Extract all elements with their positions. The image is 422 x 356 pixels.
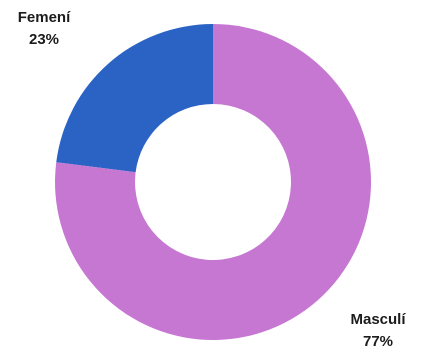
label-masculi: Masculí 77% [340,309,416,353]
slice-masculi [54,24,371,341]
label-masculi-value: 77% [362,332,394,350]
label-femeni: Femení 23% [6,7,82,51]
slice-femeni [56,24,213,173]
label-femeni-name: Femení [17,9,71,26]
label-femeni-value: 23% [28,30,60,48]
label-masculi-name: Masculí [350,311,406,328]
